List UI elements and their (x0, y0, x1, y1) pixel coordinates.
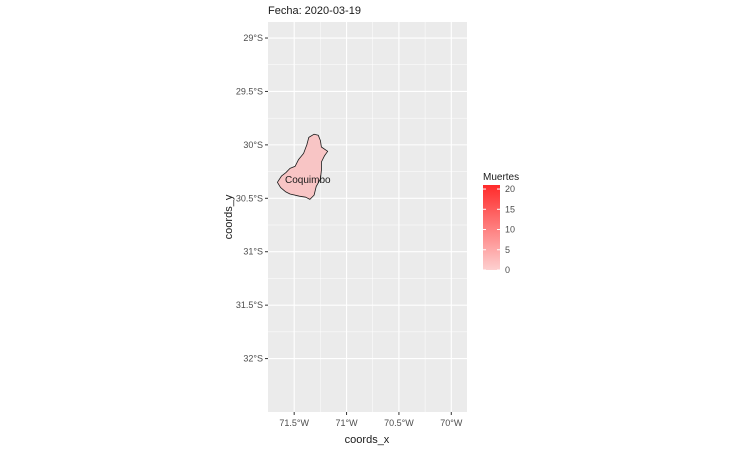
y-tick-label: 29.5°S (236, 86, 263, 96)
y-tick-label: 31°S (243, 247, 263, 257)
region-label: Coquimbo (285, 175, 331, 186)
legend-tick-label: 10 (505, 225, 515, 235)
y-tick-label: 30.5°S (236, 193, 263, 203)
x-tick-label: 71°W (335, 418, 358, 428)
legend-tick-label: 15 (505, 204, 515, 214)
legend-tick-label: 5 (505, 245, 510, 255)
legend-tick-label: 0 (505, 265, 510, 275)
y-tick-label: 32°S (243, 354, 263, 364)
legend-color-bar (483, 185, 500, 270)
x-tick-label: 70°W (440, 418, 463, 428)
y-axis-title: coords_y (223, 194, 235, 239)
region-layer: Coquimbo (276, 133, 331, 200)
axis-ticks: 71.5°W 71°W 70.5°W 70°W 29°S 29.5°S 30°S 30.5°S… (236, 33, 463, 428)
legend-tick-label: 20 (505, 184, 515, 194)
color-legend: Muertes 0 5 10 15 20 (483, 172, 519, 275)
y-tick-label: 31.5°S (236, 300, 263, 310)
x-tick-label: 71.5°W (279, 418, 309, 428)
y-tick-label: 30°S (243, 140, 263, 150)
legend-ticks: 0 5 10 15 20 (483, 184, 515, 275)
x-tick-label: 70.5°W (384, 418, 414, 428)
chart-title: Fecha: 2020-03-19 (268, 5, 361, 17)
legend-title: Muertes (483, 172, 519, 183)
x-axis-title: coords_x (345, 434, 390, 446)
region-polygon (276, 133, 329, 200)
y-tick-label: 29°S (243, 33, 263, 43)
plot-panel (268, 22, 467, 412)
